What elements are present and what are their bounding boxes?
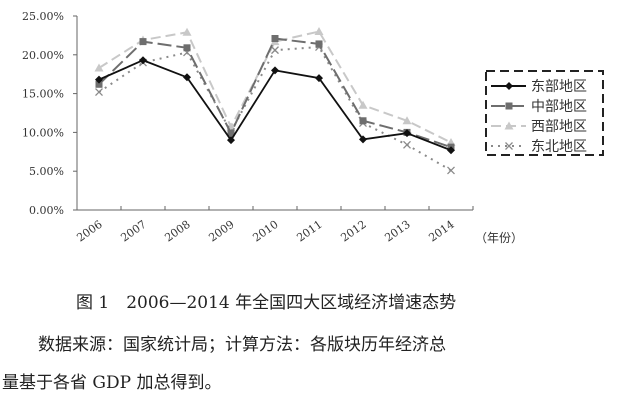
data-point bbox=[447, 146, 455, 155]
data-point bbox=[315, 40, 323, 48]
series-2 bbox=[94, 27, 456, 146]
legend-label: 西部地区 bbox=[531, 119, 587, 135]
legend-marker bbox=[505, 142, 513, 150]
data-point bbox=[403, 140, 411, 149]
data-point bbox=[227, 136, 235, 145]
data-point bbox=[182, 27, 192, 36]
y-tick-label: 5.00% bbox=[29, 165, 64, 178]
x-tick-label: 2006 bbox=[74, 218, 104, 245]
x-tick-label: 2007 bbox=[118, 218, 148, 245]
data-point bbox=[95, 80, 103, 88]
x-tick-label: 2012 bbox=[338, 218, 368, 245]
x-tick-label: 2014 bbox=[426, 218, 456, 245]
data-point bbox=[447, 166, 455, 175]
figure-caption: 图 1 2006—2014 年全国四大区域经济增速态势 bbox=[76, 293, 457, 313]
data-point bbox=[271, 35, 279, 43]
legend-label: 中部地区 bbox=[531, 99, 587, 115]
source-note-line2: 量基于各省 GDP 加总得到。 bbox=[2, 373, 222, 393]
data-point bbox=[183, 44, 191, 52]
x-tick-label: 2013 bbox=[382, 218, 412, 245]
data-point bbox=[402, 116, 412, 125]
data-point bbox=[271, 46, 279, 55]
data-point bbox=[139, 56, 147, 65]
y-tick-label: 10.00% bbox=[22, 126, 64, 139]
data-point bbox=[139, 38, 147, 46]
line-chart: 0.00% 5.00% 10.00% 15.00% 20.00% 25.00% 2006 20… bbox=[22, 10, 604, 245]
legend-label: 东北地区 bbox=[531, 139, 587, 155]
series-line bbox=[98, 30, 452, 144]
x-tick-label: 2008 bbox=[162, 218, 192, 245]
series-line bbox=[98, 45, 452, 172]
data-point bbox=[358, 100, 368, 109]
legend-marker bbox=[505, 82, 513, 90]
data-point bbox=[314, 27, 324, 36]
data-point bbox=[227, 129, 235, 137]
legend-label: 东部地区 bbox=[531, 79, 587, 95]
x-tick-label: 2009 bbox=[206, 218, 236, 245]
series-0 bbox=[95, 56, 455, 155]
y-tick-label: 0.00% bbox=[29, 204, 64, 217]
legend-marker bbox=[505, 102, 513, 110]
y-tick-label: 25.00% bbox=[22, 10, 64, 23]
data-point bbox=[403, 129, 411, 138]
data-point bbox=[95, 88, 103, 97]
data-point bbox=[359, 135, 367, 144]
data-point bbox=[315, 74, 323, 83]
series-line bbox=[98, 37, 452, 149]
legend-marker bbox=[504, 121, 514, 130]
source-note-line1: 数据来源：国家统计局；计算方法：各版块历年经济总 bbox=[38, 335, 446, 355]
y-tick-label: 15.00% bbox=[22, 88, 64, 101]
data-point bbox=[183, 73, 191, 82]
data-point bbox=[94, 63, 104, 72]
y-tick-label: 20.00% bbox=[22, 49, 64, 62]
x-axis-label: （年份） bbox=[475, 231, 523, 245]
data-point bbox=[271, 66, 279, 75]
data-point bbox=[95, 75, 103, 84]
x-tick-label: 2011 bbox=[294, 218, 324, 245]
x-tick-label: 2010 bbox=[250, 218, 280, 245]
data-point bbox=[359, 117, 367, 125]
